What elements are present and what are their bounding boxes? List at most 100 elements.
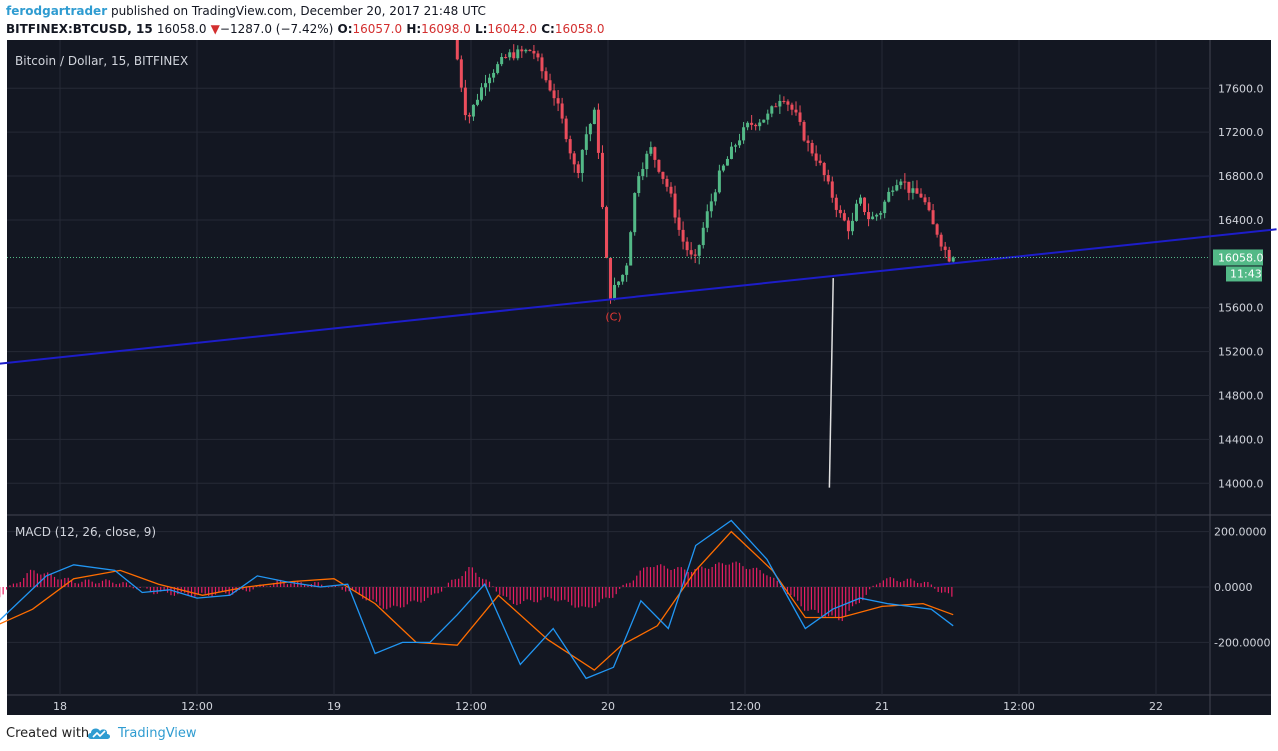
candle-body: [915, 188, 919, 194]
candle-body: [524, 49, 528, 52]
candle-body: [479, 87, 483, 100]
candle-body: [705, 211, 709, 228]
candle-body: [903, 181, 907, 183]
candle-body: [911, 188, 915, 193]
candle-body: [645, 153, 649, 170]
support-trendline[interactable]: [0, 228, 1277, 375]
candle-body: [838, 209, 842, 214]
candle-body: [492, 72, 496, 78]
candle-body: [854, 203, 858, 221]
candle-body: [826, 175, 830, 182]
candle-body: [899, 181, 903, 186]
down-arrow-icon: ▼: [210, 22, 220, 36]
macd-pane[interactable]: [0, 519, 954, 680]
candle-body: [617, 281, 621, 285]
candle-body: [500, 56, 504, 65]
candle-body: [935, 224, 939, 235]
ohlc-line: BITFINEX:BTCUSD, 15 16058.0 ▼−1287.0 (−7…: [6, 22, 604, 36]
candle-body: [685, 241, 689, 251]
candle-body: [859, 197, 863, 204]
candle-body: [596, 109, 600, 153]
candle-body: [943, 246, 947, 250]
candle-body: [798, 112, 802, 122]
candle-body: [548, 80, 552, 91]
candle-body: [725, 158, 729, 166]
candle-body: [552, 90, 556, 99]
candle-body: [830, 181, 834, 198]
candle-body: [653, 147, 657, 160]
candle-body: [475, 99, 479, 105]
candle-body: [867, 212, 871, 220]
candle-body: [931, 210, 935, 225]
candle-body: [887, 191, 891, 202]
price-tick-label: 15600.0: [1218, 302, 1264, 315]
candle-body: [637, 176, 641, 194]
candle-body: [520, 49, 524, 52]
time-tick-label: 12:00: [729, 700, 761, 713]
candle-body: [883, 201, 887, 214]
candle-body: [572, 153, 576, 165]
candle-body: [806, 140, 810, 143]
candle-body: [484, 83, 488, 88]
candle-body: [774, 106, 778, 108]
price-pane[interactable]: (A)(C): [0, 40, 1277, 488]
candle-body: [891, 190, 895, 192]
candle-body: [717, 170, 721, 193]
candle-body: [762, 119, 766, 123]
projection-line[interactable]: [828, 278, 834, 488]
time-tick-label: 22: [1149, 700, 1163, 713]
candle-body: [560, 103, 564, 119]
high-label: H:: [406, 22, 422, 36]
candle-body: [697, 245, 701, 256]
tradingview-brand-link[interactable]: TradingView: [118, 726, 197, 741]
candle-body: [758, 122, 762, 127]
candle-body: [621, 274, 625, 282]
candle-body: [625, 265, 629, 275]
price-tick-label: 16800.0: [1218, 170, 1264, 183]
candle-body: [790, 104, 794, 110]
chart-area[interactable]: (A)(C) 17600.0 17200.0 16800.0 16400.0 15600…: [0, 40, 1278, 716]
high-value: 16098.0: [421, 22, 471, 36]
candle-body: [842, 213, 846, 221]
candle-body: [734, 145, 738, 147]
price-tick-label: 14000.0: [1218, 477, 1264, 490]
time-tick-label: 12:00: [455, 700, 487, 713]
candle-body: [927, 202, 931, 211]
macd-signal-line: [0, 530, 954, 671]
candle-body: [782, 100, 786, 102]
last-price: 16058.0: [156, 22, 207, 36]
price-tick-label: 16400.0: [1218, 214, 1264, 227]
candle-body: [729, 146, 733, 159]
open-value: 16057.0: [352, 22, 403, 36]
low-label: L:: [474, 22, 488, 36]
candle-body: [564, 118, 568, 140]
candle-body: [713, 192, 717, 202]
footer: Created with TradingView: [0, 716, 1278, 751]
time-tick-label: 18: [53, 700, 67, 713]
candle-body: [455, 40, 459, 60]
candle-body: [721, 165, 725, 171]
publish-line: ferodgartrader published on TradingView.…: [6, 4, 486, 18]
price-tick-label: 17200.0: [1218, 126, 1264, 139]
candle-body: [766, 113, 770, 120]
candle-body: [532, 50, 536, 54]
created-with-text: Created with: [6, 726, 90, 741]
candle-body: [738, 140, 742, 146]
time-tick-label: 12:00: [1003, 700, 1035, 713]
close-label: C:: [541, 22, 555, 36]
candle-body: [834, 197, 838, 210]
candle-body: [592, 109, 596, 125]
candle-body: [467, 115, 471, 117]
candle-body: [846, 220, 850, 232]
author-link[interactable]: ferodgartrader: [6, 4, 108, 18]
candle-body: [770, 106, 774, 114]
candle-body: [754, 124, 758, 127]
chart-background: [7, 40, 1271, 715]
last-price-badge: [1213, 249, 1263, 266]
grid-lines: [7, 40, 1271, 715]
close-value: 16058.0: [554, 22, 605, 36]
candle-body: [641, 169, 645, 177]
candle-body: [463, 87, 467, 116]
candle-body: [746, 122, 750, 128]
candle-body: [504, 56, 508, 58]
